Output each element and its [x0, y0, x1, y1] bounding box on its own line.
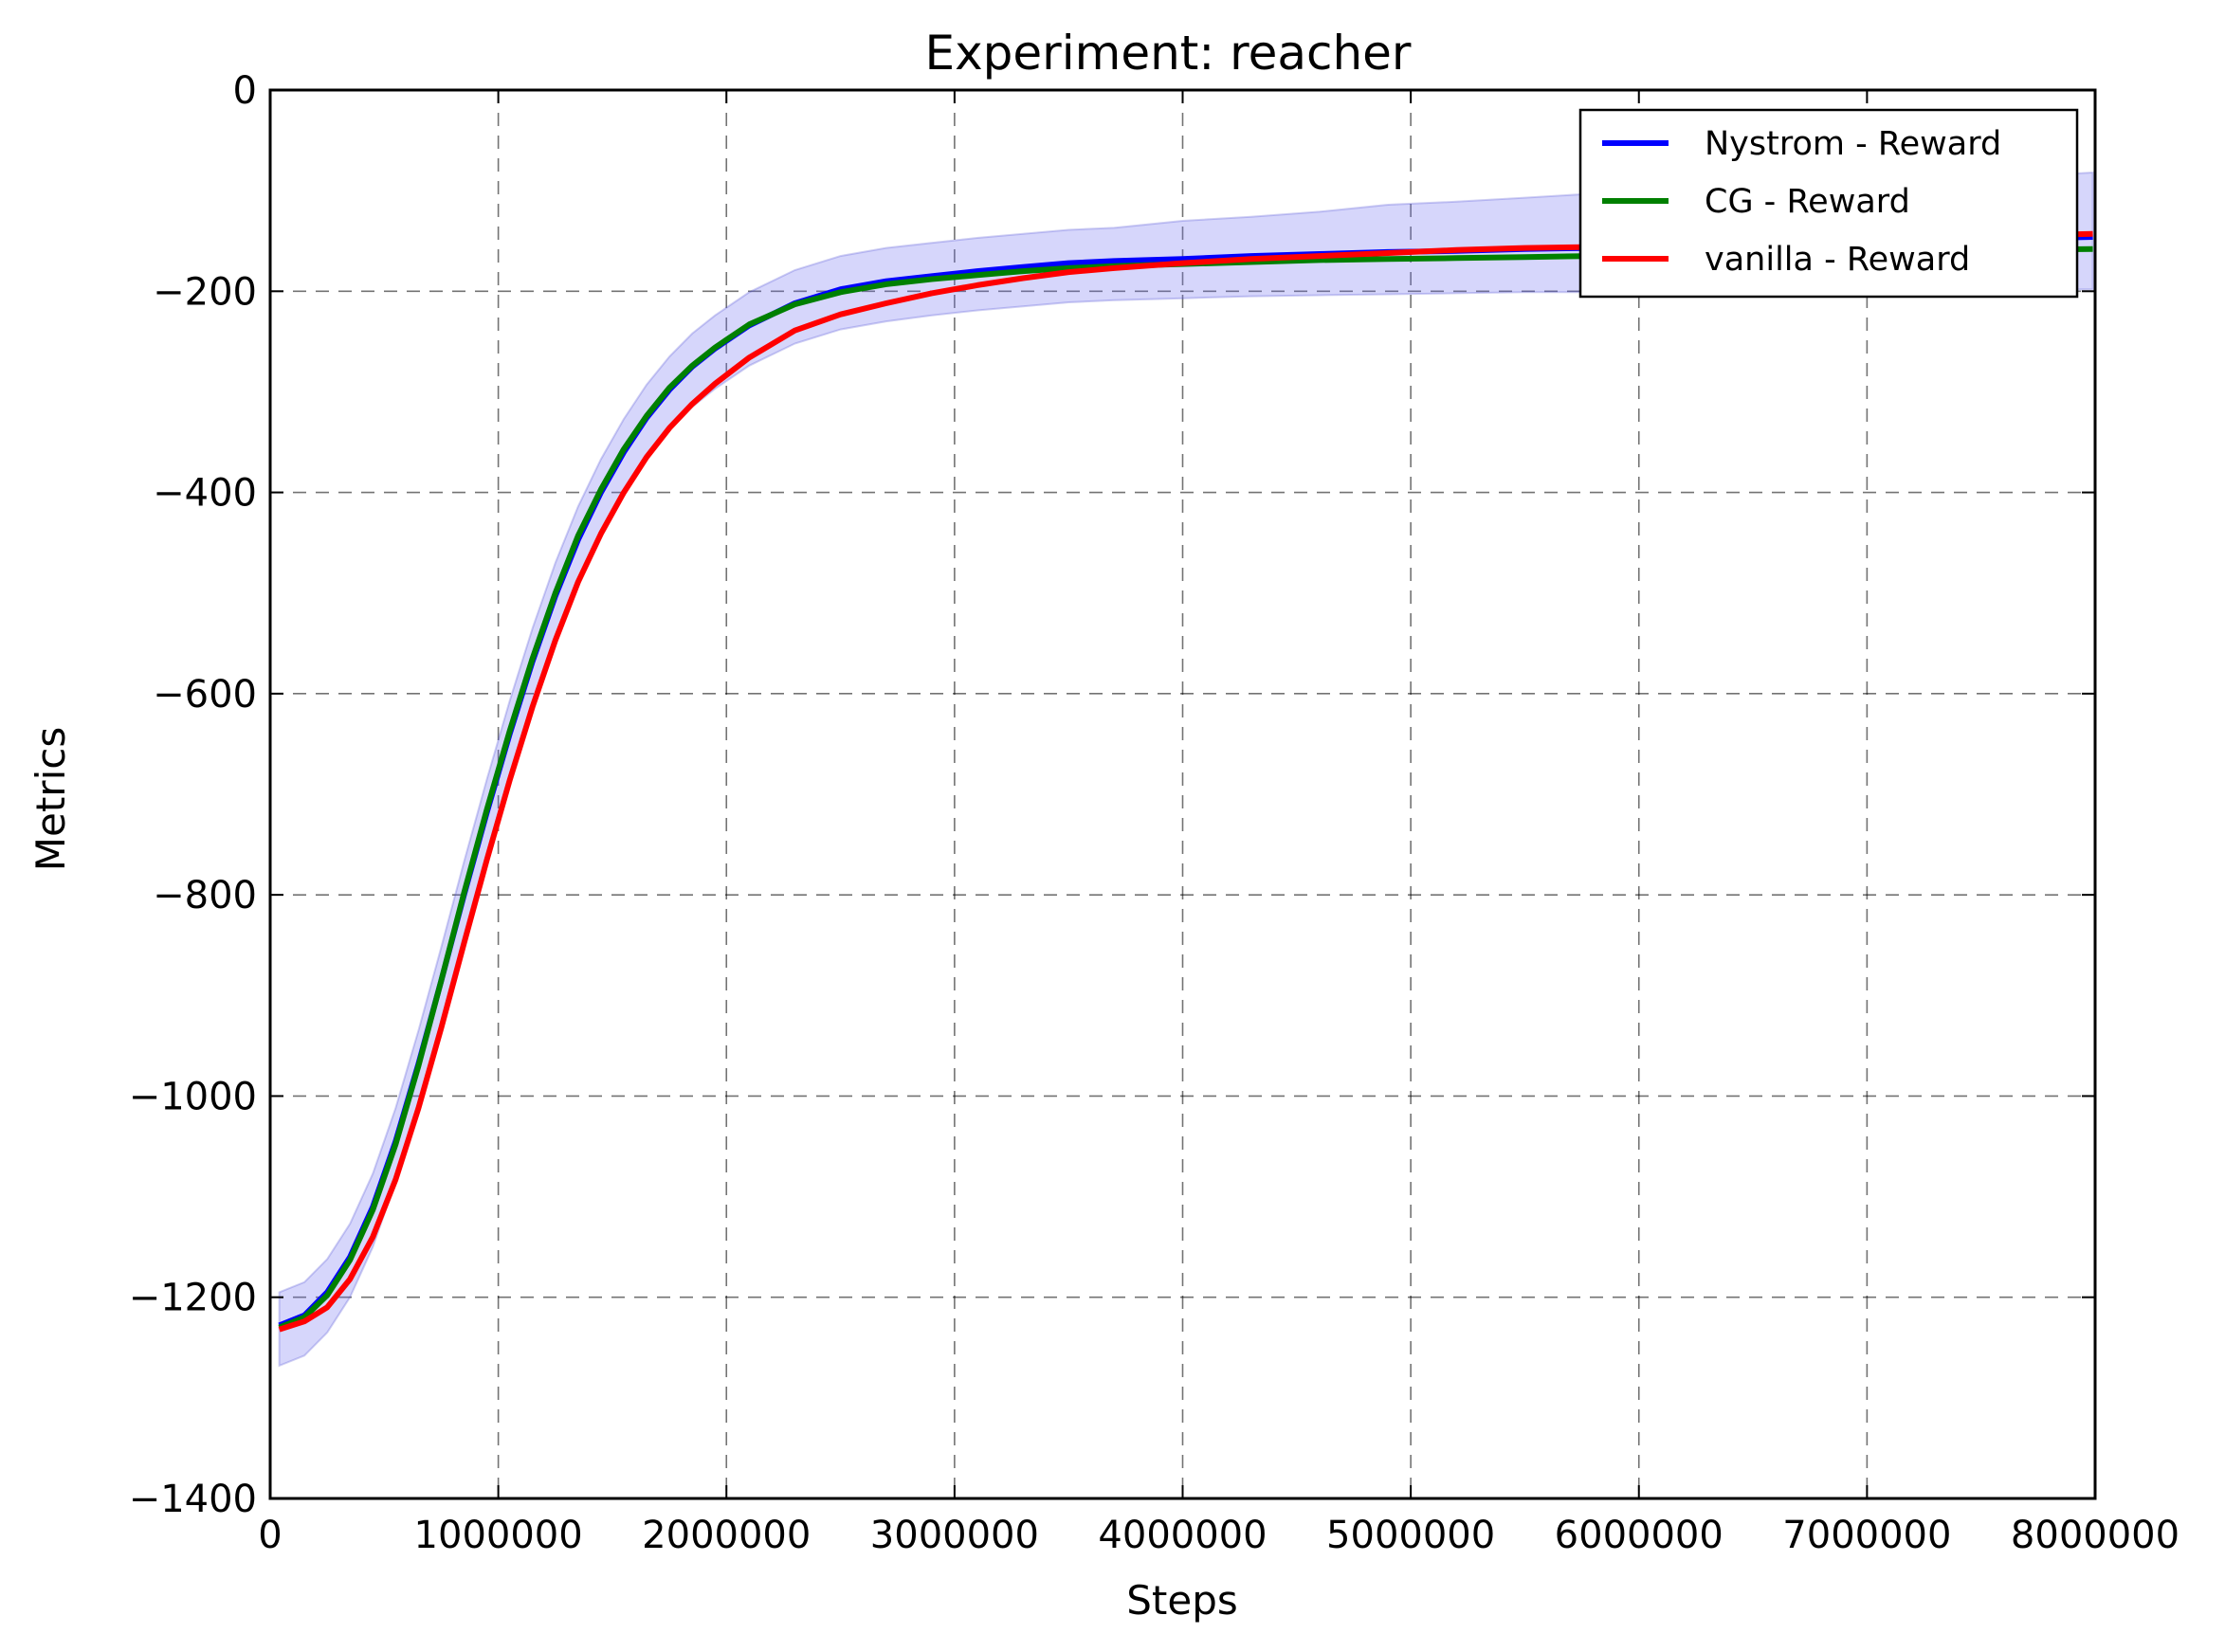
y-tick-labels: −1400 −1200 −1000 −800 −600 −400 −200 0	[129, 69, 257, 1521]
legend-label: Nystrom - Reward	[1705, 125, 2001, 163]
x-tick-label: 5000000	[1326, 1514, 1495, 1557]
x-tick-label: 2000000	[642, 1514, 811, 1557]
y-tick-label: −1400	[129, 1478, 257, 1521]
legend: Nystrom - Reward CG - Reward vanilla - Rew…	[1578, 108, 2079, 299]
x-tick-label: 6000000	[1555, 1514, 1723, 1557]
legend-label: CG - Reward	[1705, 183, 1910, 221]
y-tick-label: −200	[153, 270, 257, 314]
y-axis-label: Metrics	[27, 727, 74, 871]
y-tick-label: −1000	[129, 1075, 257, 1118]
x-tick-label: 3000000	[870, 1514, 1039, 1557]
y-tick-label: −400	[153, 472, 257, 516]
chart-title: Experiment: reacher	[925, 26, 1412, 81]
x-axis-label: Steps	[1126, 1577, 1238, 1624]
grid-lines	[270, 90, 2095, 1498]
y-tick-label: −800	[153, 874, 257, 917]
axis-ticks	[269, 89, 2096, 1499]
x-tick-labels: 0 1000000 2000000 3000000 4000000 5000000 6000…	[258, 1514, 2179, 1557]
y-tick-label: −1200	[129, 1277, 257, 1320]
legend-label: vanilla - Reward	[1705, 241, 1970, 279]
y-tick-label: 0	[233, 69, 257, 113]
x-tick-label: 1000000	[414, 1514, 583, 1557]
x-tick-label: 8000000	[2011, 1514, 2179, 1557]
y-tick-label: −600	[153, 673, 257, 717]
x-tick-label: 7000000	[1782, 1514, 1951, 1557]
x-tick-label: 0	[258, 1514, 282, 1557]
x-tick-label: 4000000	[1098, 1514, 1267, 1557]
